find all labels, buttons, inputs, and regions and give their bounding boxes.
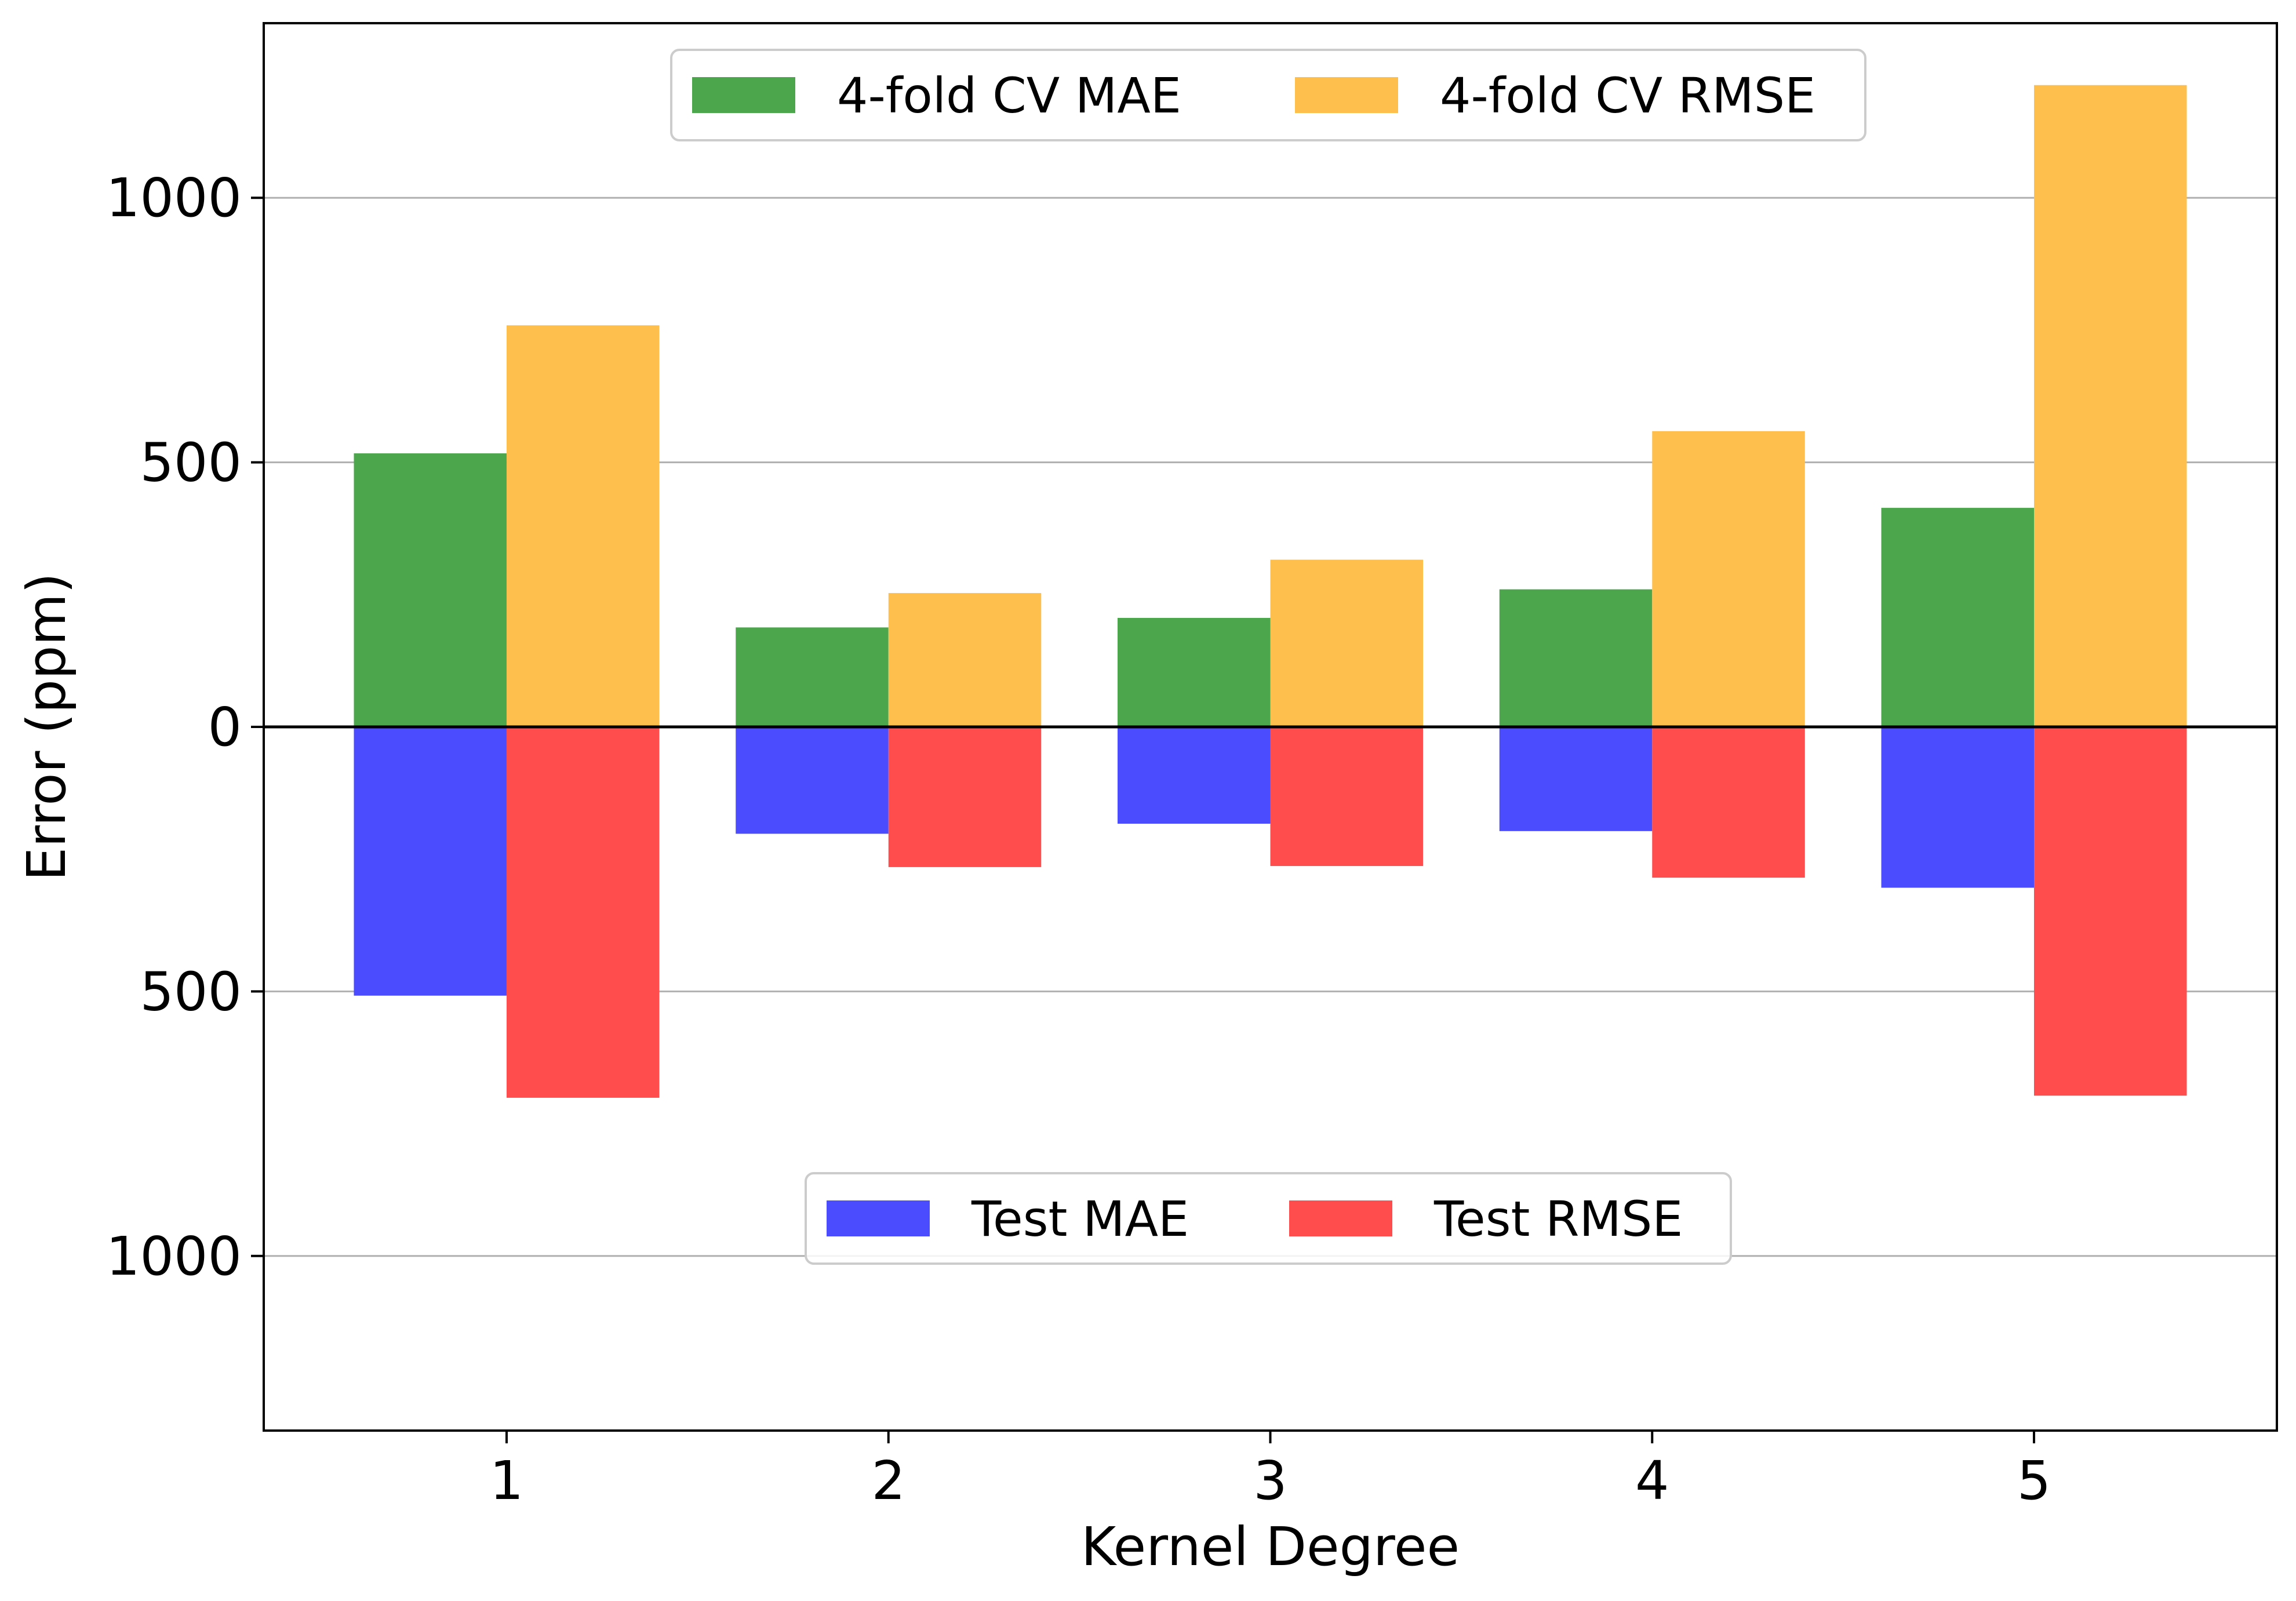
bar-test-mae-1: [354, 727, 507, 996]
legend-label: 4-fold CV RMSE: [1440, 67, 1815, 124]
x-tick-label: 4: [1635, 1450, 1669, 1512]
x-tick-label: 1: [490, 1450, 524, 1512]
bar-test-rmse-1: [506, 727, 660, 1098]
bar-4-fold-cv-mae-3: [1117, 617, 1271, 727]
bar-4-fold-cv-rmse-5: [2034, 85, 2187, 727]
x-axis: 1 2 3 4 5: [490, 1431, 2051, 1512]
bars-layer: [354, 85, 2187, 1098]
x-axis-title: Kernel Degree: [1081, 1516, 1460, 1578]
legend-frame: [670, 49, 1866, 141]
bar-test-mae-4: [1499, 727, 1653, 831]
x-tick-label: 3: [1253, 1450, 1287, 1512]
legend-swatch: [827, 1200, 930, 1236]
bar-test-mae-5: [1881, 727, 2035, 888]
bar-test-mae-2: [736, 727, 889, 834]
y-axis-title: Error (ppm): [16, 573, 78, 881]
bar-4-fold-cv-mae-5: [1881, 508, 2035, 727]
bar-test-mae-3: [1117, 727, 1271, 824]
legend-swatch: [1295, 77, 1398, 113]
bar-4-fold-cv-rmse-1: [506, 325, 660, 727]
legend-label: Test MAE: [971, 1191, 1189, 1247]
y-axis: 1000 500 0 500 1000: [106, 167, 264, 1287]
x-tick-label: 5: [2017, 1450, 2051, 1512]
bar-4-fold-cv-mae-1: [354, 453, 507, 727]
bar-test-rmse-5: [2034, 727, 2187, 1096]
legend-label: 4-fold CV MAE: [837, 67, 1181, 124]
y-tick-label: 500: [140, 960, 242, 1023]
y-tick-label: 1000: [106, 1225, 242, 1287]
bar-4-fold-cv-mae-2: [736, 627, 889, 727]
legend-lower-center: Test MAE Test RMSE: [805, 1172, 1732, 1265]
legend-swatch: [1289, 1200, 1392, 1236]
legend-swatch: [692, 77, 795, 113]
bar-4-fold-cv-mae-4: [1499, 589, 1653, 727]
y-tick-label: 1000: [106, 167, 242, 229]
bar-test-rmse-4: [1652, 727, 1805, 878]
bar-4-fold-cv-rmse-2: [888, 593, 1042, 727]
x-tick-label: 2: [871, 1450, 905, 1512]
legend-label: Test RMSE: [1433, 1191, 1683, 1247]
legend-upper-center: 4-fold CV MAE 4-fold CV RMSE: [670, 49, 1866, 141]
y-tick-label: 0: [208, 696, 242, 758]
bar-test-rmse-2: [888, 727, 1042, 867]
bar-4-fold-cv-rmse-4: [1652, 431, 1805, 727]
y-tick-label: 500: [140, 432, 242, 494]
bar-test-rmse-3: [1270, 727, 1424, 867]
bar-4-fold-cv-rmse-3: [1270, 559, 1424, 727]
legend-frame: [805, 1172, 1732, 1265]
